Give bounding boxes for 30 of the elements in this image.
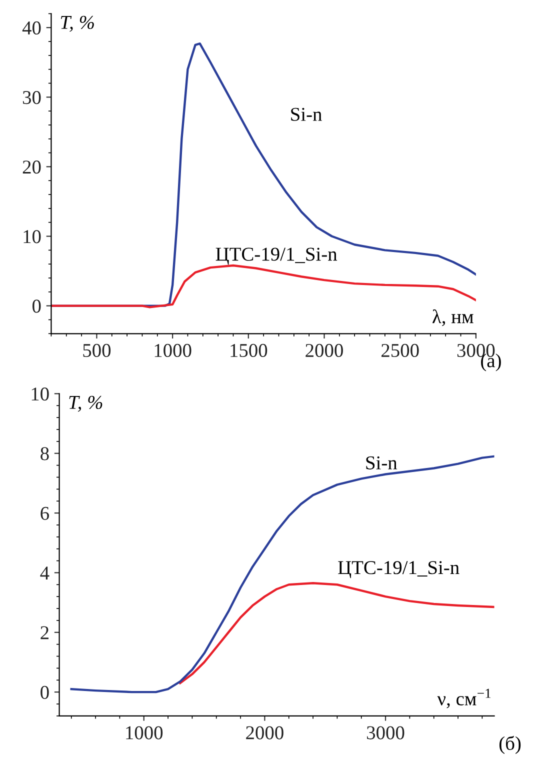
x-tick-label: 2000 [246, 726, 284, 740]
line-series [179, 582, 494, 684]
series-label: ЦТС-19/1_Si-n [338, 561, 460, 578]
x-tick-label: 2500 [382, 344, 419, 358]
y-tick-label: 10 [32, 387, 49, 401]
x-tick-label: 1000 [126, 726, 163, 740]
y-tick-label: 0 [40, 686, 49, 699]
y-tick-label: 4 [40, 566, 50, 580]
text: (б) [499, 736, 521, 754]
x-tick-label: 2000 [306, 344, 343, 358]
y-tick-label: 30 [22, 90, 41, 104]
y-tick-label: 2 [40, 626, 48, 640]
y-tick-label: 40 [22, 21, 41, 35]
y-tick-label: 20 [22, 160, 41, 174]
y-tick-label: 10 [24, 230, 41, 244]
x-axis-title: λ, нм [432, 309, 474, 326]
y-axis-title: T, % [69, 396, 102, 412]
x-tick-label: 500 [83, 344, 111, 358]
text: Si-n [291, 108, 322, 121]
x-tick-label: 1000 [154, 344, 192, 358]
x-tick-label: 3000 [367, 726, 404, 740]
series-label: ЦТС-19/1_Si-n [216, 248, 338, 265]
x-axis-title: ν, см$^{−1}$ [437, 688, 491, 708]
x-tick-label: 1500 [230, 344, 268, 358]
series-label: Si-n [366, 456, 398, 470]
y-tick-label: 8 [40, 447, 49, 460]
y-tick-label: 0 [32, 300, 41, 313]
y-tick-label: 6 [40, 506, 49, 520]
y-axis-title: T, % [60, 16, 94, 32]
line-series [51, 264, 476, 308]
